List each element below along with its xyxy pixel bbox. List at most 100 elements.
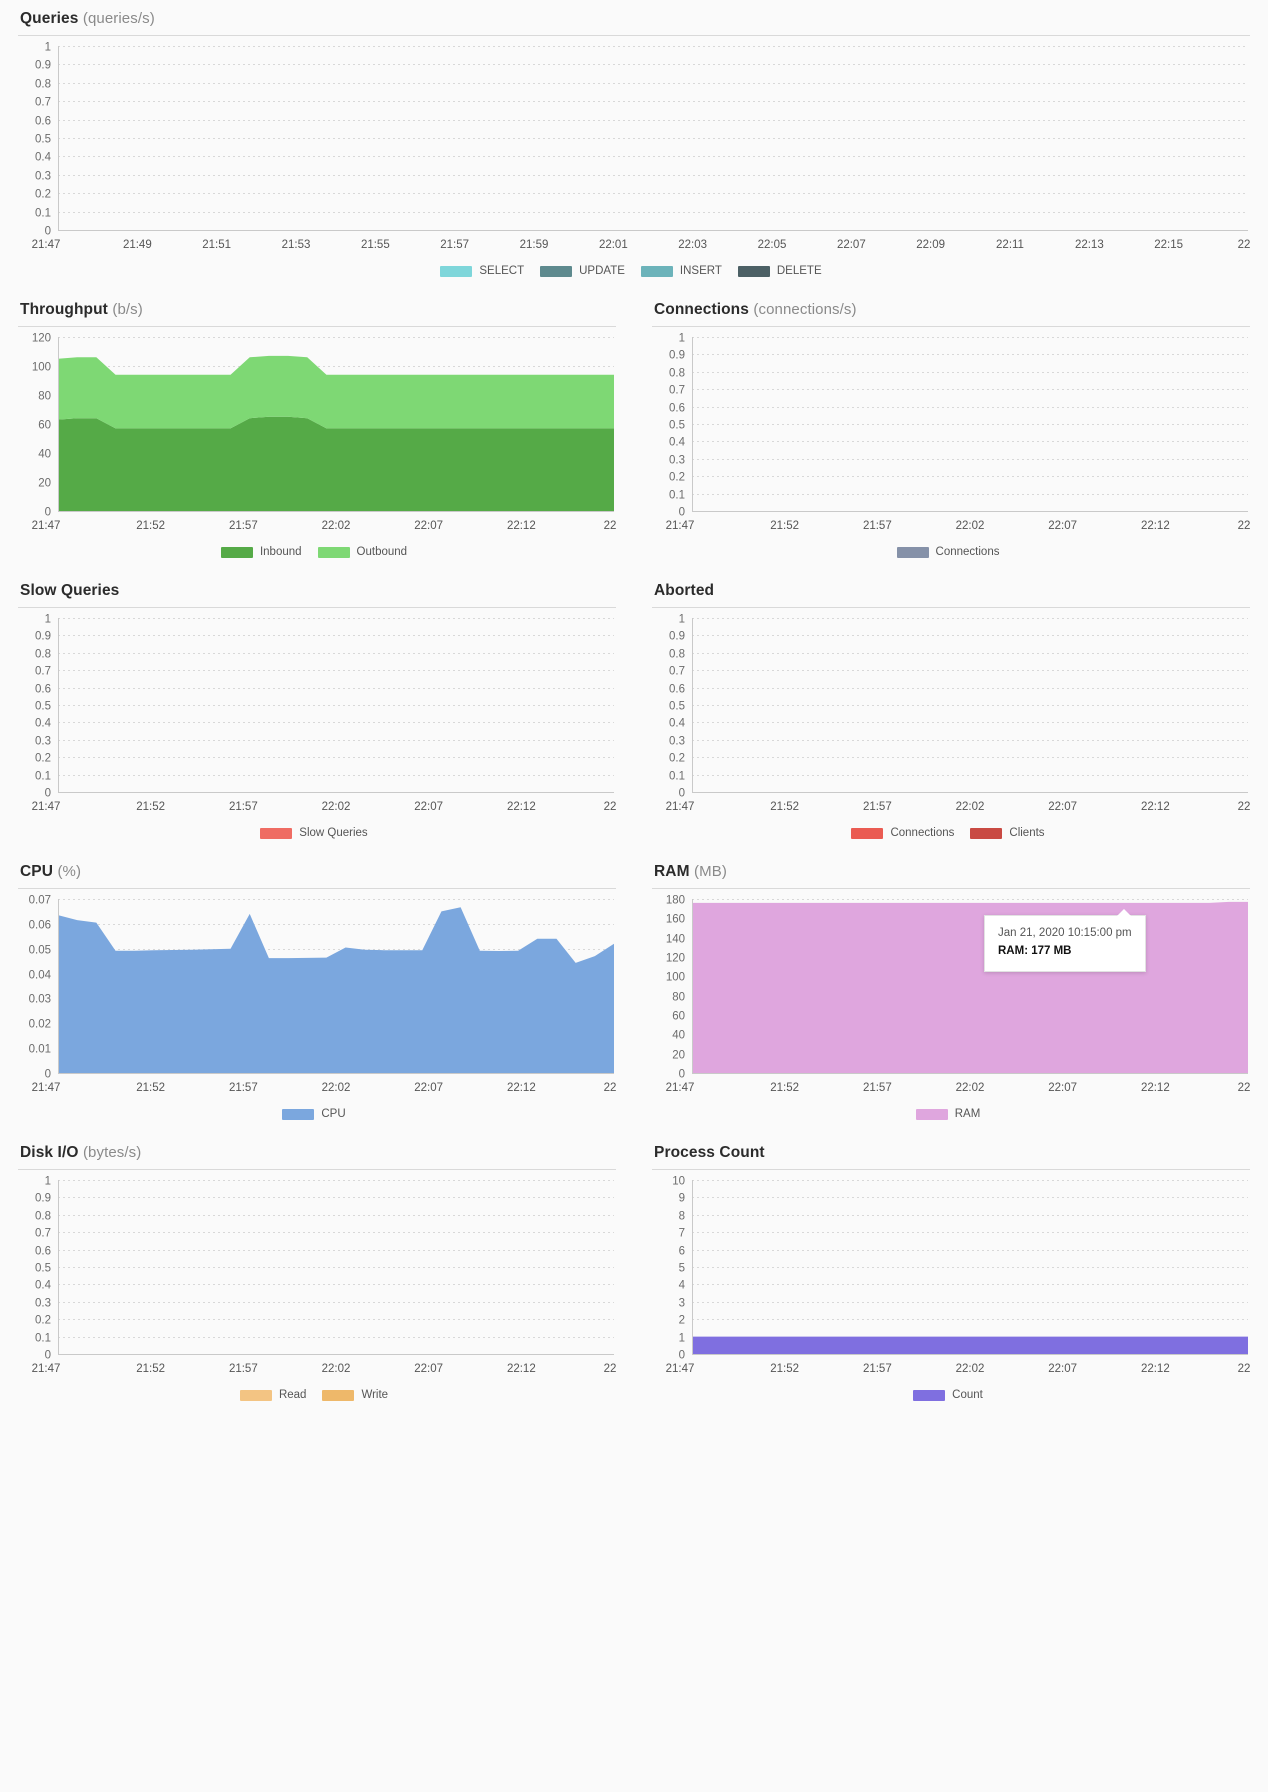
legend-slow-queries[interactable]: Slow Queries <box>18 818 616 853</box>
svg-text:0: 0 <box>679 507 685 519</box>
svg-text:0.9: 0.9 <box>35 60 51 72</box>
legend-swatch-icon <box>737 265 770 277</box>
svg-text:0: 0 <box>45 507 51 519</box>
panel-title-text: Disk I/O <box>20 1144 79 1161</box>
chart-canvas-process-count[interactable]: 0 1 2 3 4 5 6 7 8 9 10 21:47 21:52 21:57 22:02 22:07 22:… <box>652 1172 1250 1380</box>
x-axis-tick: 22:07 <box>1048 520 1077 532</box>
legend-item-insert[interactable]: INSERT <box>640 265 722 277</box>
legend-item-slow-queries[interactable]: Slow Queries <box>260 827 368 839</box>
legend-item-write[interactable]: Write <box>322 1389 388 1401</box>
panel-title-unit: (b/s) <box>112 301 143 318</box>
svg-text:4: 4 <box>679 1280 686 1292</box>
legend-label: Outbound <box>356 546 408 558</box>
x-axis-tick: 21:52 <box>770 801 799 813</box>
title-divider <box>652 888 1250 889</box>
chart-canvas-aborted[interactable]: 0 0.1 0.2 0.3 0.4 0.5 0.6 0.7 0.8 0.9 1 21:47 21:52 2… <box>652 610 1250 818</box>
svg-text:120: 120 <box>32 333 51 345</box>
legend-queries[interactable]: SELECT UPDATE INSERT DELETE <box>18 256 1250 291</box>
legend-item-select[interactable]: SELECT <box>440 265 524 277</box>
x-axis-tick: 21:59 <box>520 239 549 251</box>
svg-text:7: 7 <box>679 1228 685 1240</box>
title-divider <box>18 326 616 327</box>
x-axis-tick: 22:12 <box>507 801 536 813</box>
plot-queries[interactable]: 0 0.1 0.2 0.3 0.4 0.5 0.6 0.7 0.8 0.9 1 21:47 21:49 2… <box>18 38 1250 256</box>
panel-title-cpu: CPU (%) <box>18 853 616 888</box>
legend-disk-io[interactable]: Read Write <box>18 1380 616 1415</box>
legend-item-update[interactable]: UPDATE <box>540 265 625 277</box>
panel-aborted: Aborted 0 0.1 0.2 0.3 0.4 0.5 0.6 0.7 0.8 0.9 1 21:… <box>634 572 1268 853</box>
chart-canvas-disk-io[interactable]: 0 0.1 0.2 0.3 0.4 0.5 0.6 0.7 0.8 0.9 1 21:47 21:52 2… <box>18 1172 616 1380</box>
panel-title-connections: Connections (connections/s) <box>652 291 1250 326</box>
panel-title-unit: (%) <box>57 863 82 880</box>
plot-disk-io[interactable]: 0 0.1 0.2 0.3 0.4 0.5 0.6 0.7 0.8 0.9 1 21:47 21:52 2… <box>18 1172 616 1380</box>
legend-aborted[interactable]: Connections Clients <box>652 818 1250 853</box>
legend-item-connections[interactable]: Connections <box>851 827 954 839</box>
legend-swatch-icon <box>239 1389 272 1401</box>
plot-aborted[interactable]: 0 0.1 0.2 0.3 0.4 0.5 0.6 0.7 0.8 0.9 1 21:47 21:52 2… <box>652 610 1250 818</box>
title-divider <box>18 888 616 889</box>
panel-title-unit: (MB) <box>694 863 727 880</box>
x-axis-tick: 21:49 <box>123 239 152 251</box>
svg-text:0.5: 0.5 <box>669 701 685 713</box>
x-axis-tick: 22:07 <box>1048 1363 1077 1375</box>
panel-title-text: Queries <box>20 10 79 27</box>
chart-svg: 0 1 2 3 4 5 6 7 8 9 10 21:47 21:52 21:57 22:02 22:07 22:… <box>666 1176 1250 1376</box>
x-axis-tick: 22:12 <box>1141 801 1170 813</box>
chart-canvas-connections[interactable]: 0 0.1 0.2 0.3 0.4 0.5 0.6 0.7 0.8 0.9 1 21:47 21:52 2… <box>652 329 1250 537</box>
title-divider <box>652 1169 1250 1170</box>
legend-item-inbound[interactable]: Inbound <box>220 546 302 558</box>
chart-canvas-ram[interactable]: 0 20 40 60 80 100 120 140 160 180 21:47 21:52 21:57 2… <box>652 891 1250 1099</box>
panel-connections: Connections (connections/s) 0 0.1 0.2 0.3 0.… <box>634 291 1268 572</box>
x-axis-tick: 21:55 <box>361 239 390 251</box>
panel-title-aborted: Aborted <box>652 572 1250 607</box>
x-axis-tick: 22:15 <box>1154 239 1183 251</box>
panel-throughput: Throughput (b/s) 0 20 40 60 80 100 120 21:47 21:… <box>0 291 634 572</box>
chart-svg: 0 20 40 60 80 100 120 21:47 21:52 21:57 22:02 22:07… <box>32 333 616 533</box>
svg-text:0: 0 <box>679 1069 685 1081</box>
x-axis-tick: 22:07 <box>414 801 443 813</box>
x-axis-tick: 22:17 <box>1238 1363 1250 1375</box>
chart-svg: 0 0.1 0.2 0.3 0.4 0.5 0.6 0.7 0.8 0.9 1 21:47 21:52 2… <box>32 1176 616 1376</box>
plot-cpu[interactable]: 0 0.01 0.02 0.03 0.04 0.05 0.06 0.07 21:47 21:52 2… <box>18 891 616 1099</box>
legend-throughput[interactable]: Inbound Outbound <box>18 537 616 572</box>
legend-item-clients[interactable]: Clients <box>970 827 1045 839</box>
plot-throughput[interactable]: 0 20 40 60 80 100 120 21:47 21:52 21:57 22:02 22:07… <box>18 329 616 537</box>
chart-svg: 0 0.01 0.02 0.03 0.04 0.05 0.06 0.07 21:47 21:52 2… <box>29 895 616 1095</box>
legend-process-count[interactable]: Count <box>652 1380 1250 1415</box>
x-axis-tick: 22:17 <box>604 520 616 532</box>
legend-item-count[interactable]: Count <box>913 1389 983 1401</box>
chart-canvas-queries[interactable]: 0 0.1 0.2 0.3 0.4 0.5 0.6 0.7 0.8 0.9 1 21:47 21:49 2… <box>18 38 1250 256</box>
chart-canvas-cpu[interactable]: 0 0.01 0.02 0.03 0.04 0.05 0.06 0.07 21:47 21:52 2… <box>18 891 616 1099</box>
x-axis-tick: 21:47 <box>32 801 61 813</box>
legend-item-ram[interactable]: RAM <box>915 1108 980 1120</box>
panel-title-unit: (queries/s) <box>82 10 155 27</box>
legend-cpu[interactable]: CPU <box>18 1099 616 1134</box>
x-axis-tick: 21:47 <box>32 1082 61 1094</box>
plot-slow-queries[interactable]: 0 0.1 0.2 0.3 0.4 0.5 0.6 0.7 0.8 0.9 1 21:47 21:52 2… <box>18 610 616 818</box>
panel-ram: RAM (MB) 0 20 40 60 80 100 120 140 160 180 21:47 21… <box>634 853 1268 1134</box>
legend-item-outbound[interactable]: Outbound <box>317 546 408 558</box>
plot-ram[interactable]: 0 20 40 60 80 100 120 140 160 180 21:47 21:52 21:57 2… <box>652 891 1250 1099</box>
svg-text:0.05: 0.05 <box>29 945 51 957</box>
legend-item-read[interactable]: Read <box>239 1389 306 1401</box>
svg-text:0: 0 <box>679 788 685 800</box>
legend-item-connections[interactable]: Connections <box>896 546 999 558</box>
x-axis-tick: 21:57 <box>863 520 892 532</box>
panel-title-text: Connections <box>654 301 749 318</box>
plot-process-count[interactable]: 0 1 2 3 4 5 6 7 8 9 10 21:47 21:52 21:57 22:02 22:07 22:… <box>652 1172 1250 1380</box>
svg-text:5: 5 <box>679 1263 685 1275</box>
svg-text:0.7: 0.7 <box>35 666 51 678</box>
legend-item-delete[interactable]: DELETE <box>737 265 822 277</box>
x-axis-tick: 21:57 <box>229 801 258 813</box>
title-divider <box>652 607 1250 608</box>
chart-canvas-throughput[interactable]: 0 20 40 60 80 100 120 21:47 21:52 21:57 22:02 22:07… <box>18 329 616 537</box>
legend-ram[interactable]: RAM <box>652 1099 1250 1134</box>
legend-item-cpu[interactable]: CPU <box>282 1108 346 1120</box>
legend-connections[interactable]: Connections <box>652 537 1250 572</box>
svg-text:60: 60 <box>38 420 51 432</box>
svg-text:80: 80 <box>672 992 685 1004</box>
svg-text:0.3: 0.3 <box>35 736 51 748</box>
plot-connections[interactable]: 0 0.1 0.2 0.3 0.4 0.5 0.6 0.7 0.8 0.9 1 21:47 21:52 2… <box>652 329 1250 537</box>
chart-canvas-slow-queries[interactable]: 0 0.1 0.2 0.3 0.4 0.5 0.6 0.7 0.8 0.9 1 21:47 21:52 2… <box>18 610 616 818</box>
x-axis-tick: 22:17 <box>604 801 616 813</box>
